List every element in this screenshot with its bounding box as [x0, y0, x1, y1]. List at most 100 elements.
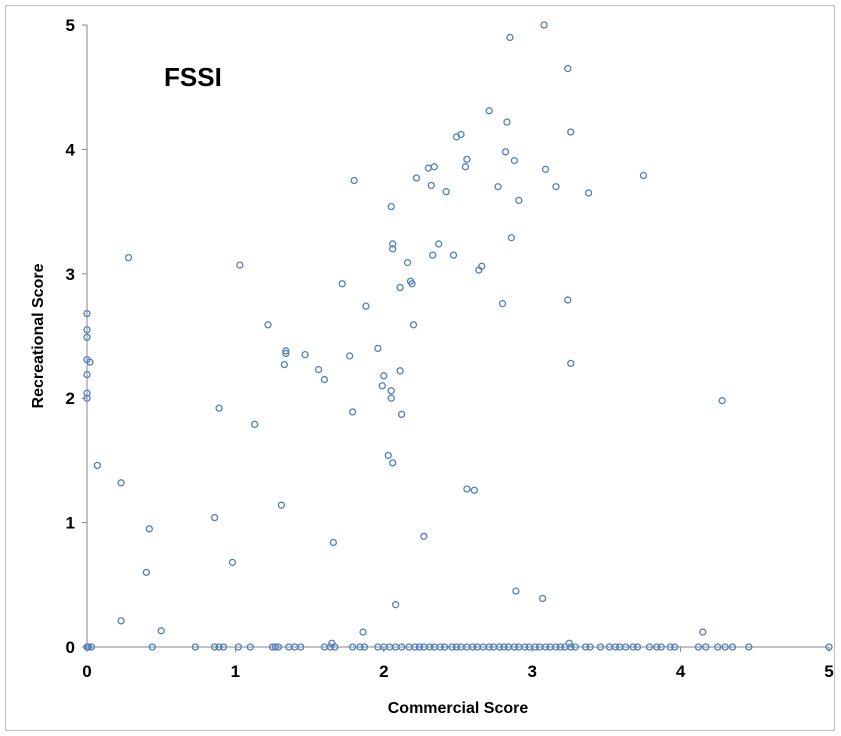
data-point — [326, 643, 335, 651]
data-point — [564, 64, 572, 73]
data-point — [411, 643, 419, 651]
data-point — [297, 643, 305, 651]
x-tick-label: 5 — [824, 662, 833, 681]
data-point — [714, 643, 722, 651]
data-point — [83, 326, 91, 334]
chart-title: FSSI — [164, 62, 222, 92]
data-point — [501, 148, 510, 156]
data-point — [378, 382, 386, 390]
data-point — [494, 183, 502, 191]
data-point — [408, 280, 416, 288]
data-point — [346, 352, 354, 360]
data-point — [541, 165, 550, 173]
data-point — [469, 643, 477, 651]
data-point — [356, 643, 364, 651]
data-point — [424, 164, 432, 172]
data-point — [142, 568, 151, 577]
data-point — [320, 375, 329, 384]
data-point — [215, 643, 223, 651]
data-point — [251, 420, 259, 428]
data-point — [567, 128, 575, 136]
data-point — [348, 643, 357, 651]
data-point — [596, 643, 605, 651]
data-point — [360, 643, 369, 651]
data-point — [389, 240, 397, 248]
data-point — [236, 261, 244, 269]
data-point — [380, 372, 388, 380]
data-point — [282, 347, 290, 355]
data-point — [564, 296, 572, 304]
data-point — [396, 283, 404, 292]
data-point — [397, 643, 406, 651]
y-axis-title: Recreational Score — [30, 263, 47, 408]
data-point — [348, 408, 357, 416]
data-point — [503, 118, 511, 126]
data-point — [510, 156, 519, 165]
data-point — [448, 643, 456, 651]
data-point — [611, 643, 619, 651]
data-point — [397, 410, 406, 419]
data-point — [301, 351, 309, 359]
data-point — [657, 643, 665, 651]
data-point — [430, 163, 438, 171]
x-axis-title: Commercial Score — [388, 700, 529, 717]
data-point — [728, 643, 737, 651]
data-point — [387, 202, 395, 211]
data-point — [389, 245, 397, 253]
y-tick-label: 3 — [66, 265, 75, 284]
data-point — [426, 643, 434, 651]
data-point — [581, 643, 590, 651]
data-point — [83, 370, 91, 379]
data-point — [436, 643, 444, 651]
x-tick-label: 4 — [676, 662, 686, 681]
data-point — [274, 643, 283, 651]
data-point — [117, 479, 125, 487]
data-point — [571, 643, 579, 651]
data-point — [83, 333, 91, 341]
data-point — [639, 171, 648, 180]
data-point — [338, 280, 346, 288]
data-point — [470, 486, 478, 494]
data-point — [329, 538, 337, 547]
data-point — [191, 643, 199, 651]
data-point — [452, 643, 461, 651]
data-point — [84, 643, 93, 651]
data-point — [264, 321, 272, 329]
data-point — [277, 501, 286, 509]
data-point — [389, 459, 397, 467]
data-point — [145, 525, 153, 533]
data-point — [540, 21, 548, 29]
y-tick-label: 1 — [66, 514, 75, 533]
data-point — [461, 163, 470, 171]
data-point — [87, 643, 96, 651]
axes — [82, 24, 830, 652]
data-point — [83, 309, 91, 318]
data-point — [409, 321, 418, 329]
y-tick-label: 5 — [66, 16, 75, 35]
data-point — [83, 394, 91, 402]
data-point — [228, 558, 237, 567]
data-point — [215, 404, 223, 412]
data-point — [495, 643, 504, 651]
data-point — [629, 643, 637, 651]
data-point — [506, 33, 514, 42]
data-point — [86, 358, 94, 366]
x-tick-label: 2 — [379, 662, 388, 681]
data-point — [485, 107, 493, 115]
data-point — [653, 643, 661, 651]
y-tick-label: 2 — [66, 389, 75, 408]
data-point — [825, 643, 833, 651]
data-point — [556, 643, 565, 651]
data-point — [721, 643, 729, 651]
data-point — [374, 344, 382, 353]
x-tick-label: 3 — [527, 662, 536, 681]
data-point — [442, 188, 450, 196]
data-point — [415, 643, 424, 651]
data-point — [387, 387, 395, 395]
data-point — [359, 628, 367, 636]
data-point — [552, 643, 560, 651]
data-point — [429, 251, 437, 259]
data-point — [633, 643, 642, 651]
data-point — [622, 643, 630, 651]
